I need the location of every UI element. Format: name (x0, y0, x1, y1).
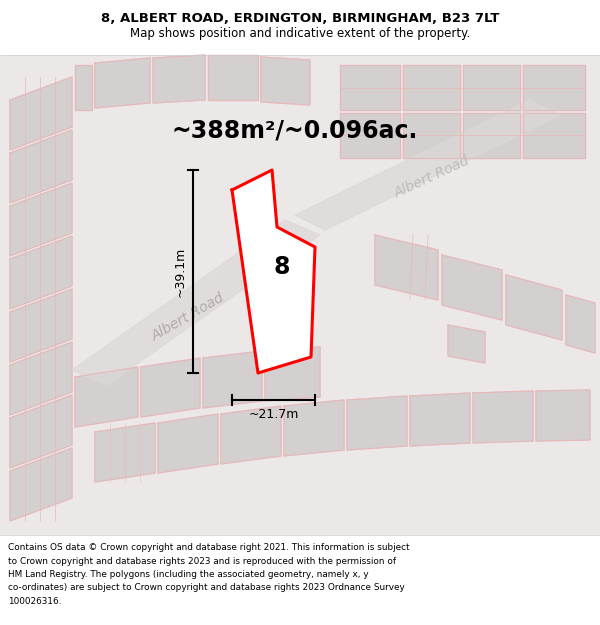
Polygon shape (221, 406, 281, 464)
Text: ~39.1m: ~39.1m (173, 246, 187, 297)
Polygon shape (208, 55, 258, 100)
Polygon shape (153, 55, 205, 103)
Polygon shape (10, 342, 72, 415)
Text: 8: 8 (274, 255, 290, 279)
Polygon shape (448, 325, 485, 363)
Polygon shape (10, 448, 72, 521)
Polygon shape (265, 347, 320, 401)
Polygon shape (463, 65, 520, 110)
Text: to Crown copyright and database rights 2023 and is reproduced with the permissio: to Crown copyright and database rights 2… (8, 556, 396, 566)
Polygon shape (403, 113, 460, 158)
Polygon shape (536, 390, 590, 441)
FancyBboxPatch shape (0, 0, 600, 55)
Polygon shape (340, 113, 400, 158)
Polygon shape (566, 295, 595, 353)
Polygon shape (10, 395, 72, 468)
Polygon shape (10, 289, 72, 362)
Polygon shape (10, 236, 72, 309)
Polygon shape (473, 391, 533, 443)
Text: 100026316.: 100026316. (8, 597, 61, 606)
Text: co-ordinates) are subject to Crown copyright and database rights 2023 Ordnance S: co-ordinates) are subject to Crown copyr… (8, 584, 405, 592)
Polygon shape (75, 65, 92, 110)
Polygon shape (506, 275, 562, 340)
Polygon shape (347, 396, 407, 450)
Polygon shape (295, 100, 560, 230)
Polygon shape (95, 58, 150, 108)
Text: ~21.7m: ~21.7m (248, 408, 299, 421)
Polygon shape (158, 414, 218, 473)
Polygon shape (10, 77, 72, 150)
Polygon shape (232, 170, 315, 373)
Text: Albert Road: Albert Road (392, 153, 472, 201)
Polygon shape (463, 113, 520, 158)
Polygon shape (10, 130, 72, 203)
Polygon shape (410, 393, 470, 446)
Polygon shape (261, 57, 310, 105)
Polygon shape (340, 65, 400, 110)
Polygon shape (75, 367, 138, 427)
FancyBboxPatch shape (0, 55, 600, 535)
Text: HM Land Registry. The polygons (including the associated geometry, namely x, y: HM Land Registry. The polygons (includin… (8, 570, 368, 579)
Polygon shape (375, 235, 438, 300)
FancyBboxPatch shape (0, 535, 600, 625)
Polygon shape (203, 351, 262, 408)
Text: Contains OS data © Crown copyright and database right 2021. This information is : Contains OS data © Crown copyright and d… (8, 543, 410, 552)
Text: Map shows position and indicative extent of the property.: Map shows position and indicative extent… (130, 28, 470, 41)
Polygon shape (442, 255, 502, 320)
Polygon shape (10, 183, 72, 256)
Polygon shape (523, 65, 585, 110)
Polygon shape (284, 400, 344, 456)
Text: Albert Road: Albert Road (149, 291, 227, 344)
Polygon shape (95, 423, 155, 482)
Polygon shape (403, 65, 460, 110)
Polygon shape (72, 220, 320, 385)
Text: 8, ALBERT ROAD, ERDINGTON, BIRMINGHAM, B23 7LT: 8, ALBERT ROAD, ERDINGTON, BIRMINGHAM, B… (101, 11, 499, 24)
Text: ~388m²/~0.096ac.: ~388m²/~0.096ac. (172, 118, 418, 142)
Polygon shape (141, 358, 200, 417)
Polygon shape (523, 113, 585, 158)
